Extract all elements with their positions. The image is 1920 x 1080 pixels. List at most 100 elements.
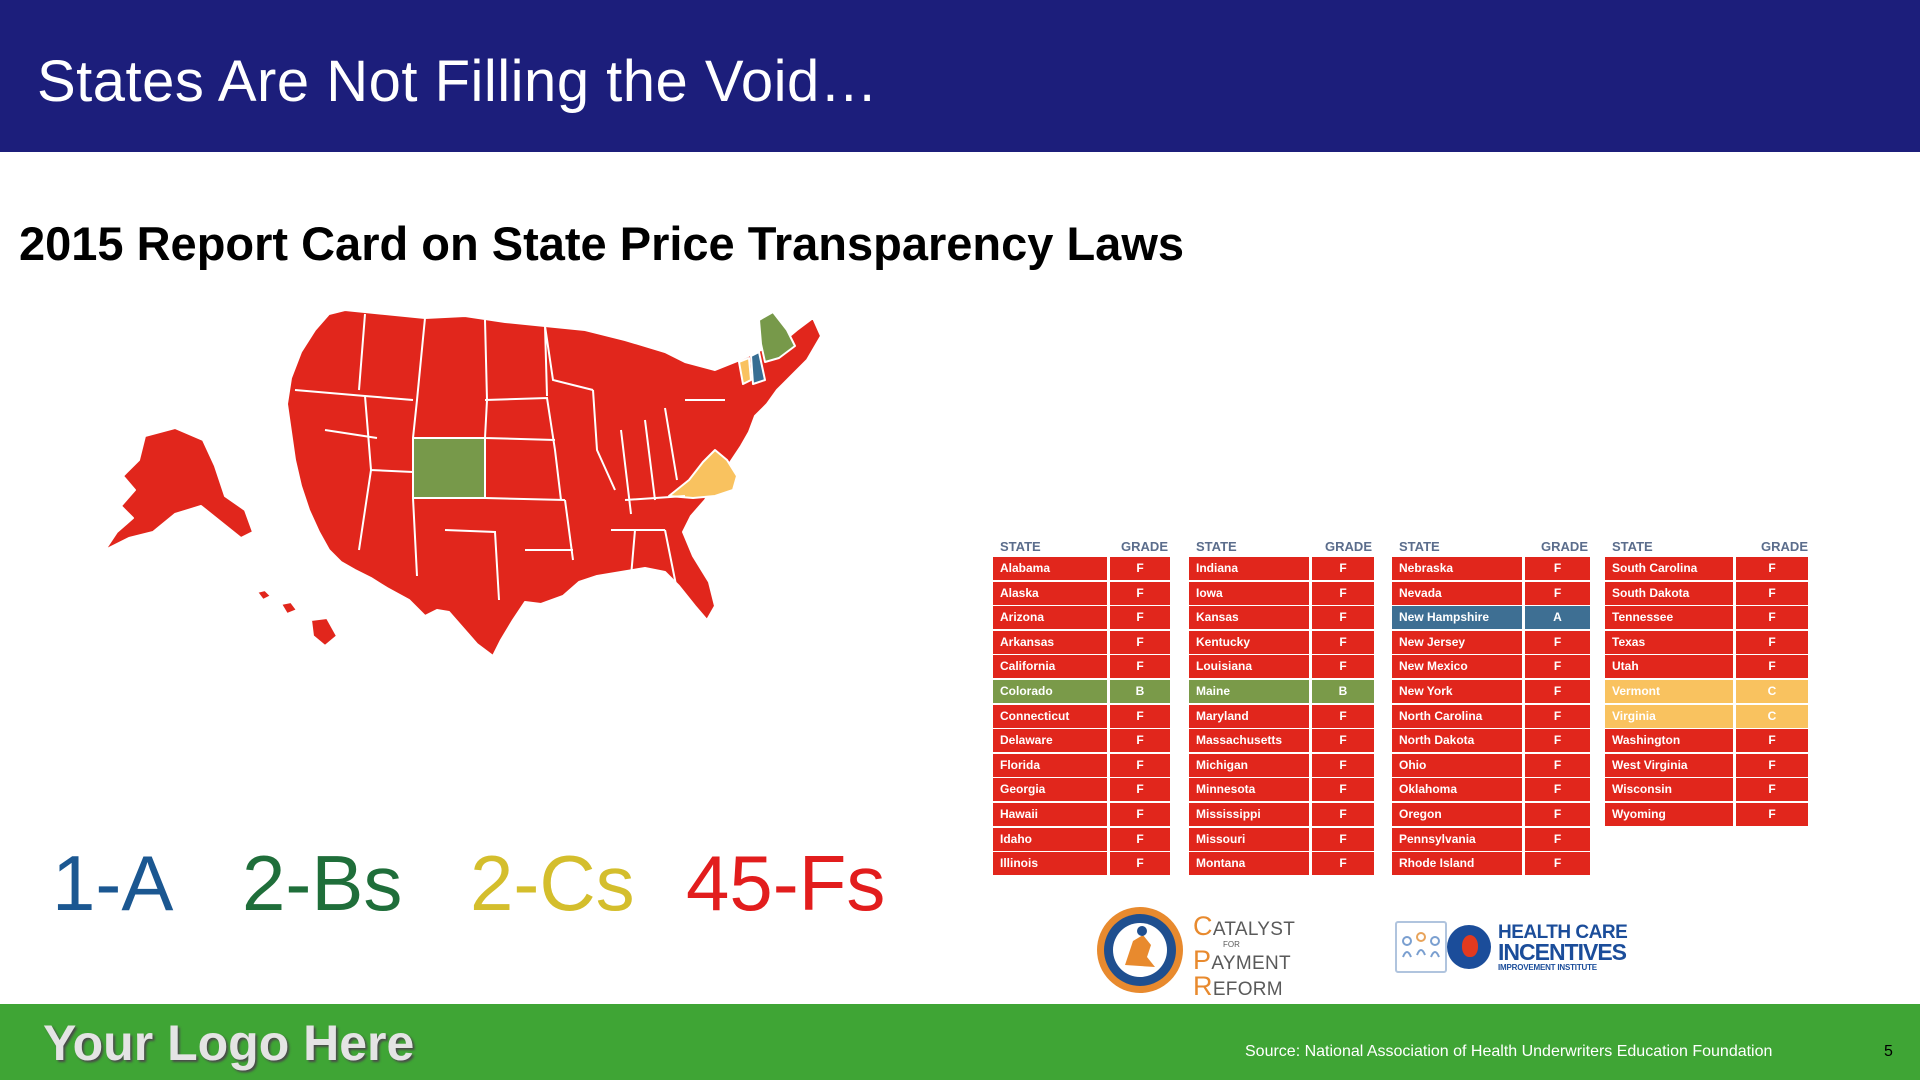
table-row: Michigan F [1189, 753, 1374, 778]
grade-cell: F [1525, 581, 1590, 605]
state-name-cell: Nevada [1392, 581, 1522, 605]
map-state-maine [758, 311, 796, 363]
table-row: Nevada F [1392, 581, 1590, 606]
map-state-borders [294, 313, 725, 601]
table-row: Louisiana F [1189, 654, 1374, 679]
table-row: Texas F [1605, 630, 1810, 655]
column-header-state: STATE [1399, 539, 1440, 554]
state-name-cell: California [993, 655, 1107, 679]
column-header-state: STATE [1612, 539, 1653, 554]
table-row: North Dakota F [1392, 728, 1590, 753]
grade-cell: F [1110, 557, 1170, 580]
table-row: Idaho F [993, 827, 1170, 852]
grade-cell: F [1110, 606, 1170, 630]
grade-cell: F [1312, 704, 1374, 728]
table-column-1: STATE GRADE Alabama F Alaska F Arizona F Arkan… [993, 536, 1170, 876]
table-row: Montana F [1189, 851, 1374, 876]
table-row: Alabama F [993, 556, 1170, 581]
table-row: Iowa F [1189, 581, 1374, 606]
state-name-cell: Virginia [1605, 704, 1733, 728]
column-header-grade: GRADE [1761, 539, 1808, 554]
table-row: Mississippi F [1189, 802, 1374, 827]
grade-cell: F [1525, 557, 1590, 580]
column-header-grade: GRADE [1325, 539, 1372, 554]
grade-cell: F [1110, 581, 1170, 605]
state-name-cell: Louisiana [1189, 655, 1309, 679]
grade-cell: F [1525, 704, 1590, 728]
state-name-cell: Idaho [993, 827, 1107, 851]
health-care-incentives-logo: HEALTH CARE INCENTIVES IMPROVEMENT INSTI… [1395, 921, 1630, 977]
slide-subtitle: 2015 Report Card on State Price Transpar… [19, 217, 1185, 270]
table-row: Arkansas F [993, 630, 1170, 655]
table-column-4: STATE GRADE South Carolina F South Dakota F… [1605, 536, 1810, 827]
state-name-cell: Alaska [993, 581, 1107, 605]
state-name-cell: New Mexico [1392, 655, 1522, 679]
state-name-cell: Texas [1605, 630, 1733, 654]
state-name-cell: Illinois [993, 852, 1107, 876]
grade-cell: F [1312, 753, 1374, 777]
table-row: Massachusetts F [1189, 728, 1374, 753]
table-row: Colorado B [993, 679, 1170, 704]
column-header-state: STATE [1196, 539, 1237, 554]
catalyst-for-payment-reform-logo: CATALYST FOR PAYMENT REFORM [1193, 911, 1296, 1001]
count-f: 45-Fs [686, 839, 886, 927]
table-row: Oklahoma F [1392, 777, 1590, 802]
state-name-cell: South Carolina [1605, 557, 1733, 580]
grade-cell: F [1736, 753, 1808, 777]
grade-cell: C [1736, 704, 1808, 728]
grade-cell: F [1312, 827, 1374, 851]
table-row: Rhode Island F [1392, 851, 1590, 876]
slide-header: States Are Not Filling the Void… [0, 0, 1920, 152]
map-state-hawaii [256, 589, 338, 647]
grade-cell: F [1312, 778, 1374, 802]
table-row: Minnesota F [1189, 777, 1374, 802]
table-row: Utah F [1605, 654, 1810, 679]
table-row: South Dakota F [1605, 581, 1810, 606]
state-name-cell: Nebraska [1392, 557, 1522, 580]
page-number: 5 [1884, 1043, 1893, 1060]
state-name-cell: Kentucky [1189, 630, 1309, 654]
state-name-cell: Connecticut [993, 704, 1107, 728]
table-row: Missouri F [1189, 827, 1374, 852]
grade-cell: F [1110, 704, 1170, 728]
table-row: South Carolina F [1605, 556, 1810, 581]
table-row: Washington F [1605, 728, 1810, 753]
table-row: Virginia C [1605, 704, 1810, 729]
count-a: 1-A [52, 839, 174, 927]
map-lower48-body [286, 309, 822, 657]
column-header-grade: GRADE [1121, 539, 1168, 554]
state-name-cell: Colorado [993, 679, 1107, 703]
state-name-cell: Iowa [1189, 581, 1309, 605]
grade-cell: F [1312, 729, 1374, 753]
state-name-cell: Delaware [993, 729, 1107, 753]
grade-cell: F [1110, 655, 1170, 679]
table-row: Kentucky F [1189, 630, 1374, 655]
table-row: Illinois F [993, 851, 1170, 876]
table-row: California F [993, 654, 1170, 679]
grade-cell: F [1312, 630, 1374, 654]
state-name-cell: Missouri [1189, 827, 1309, 851]
state-name-cell: Massachusetts [1189, 729, 1309, 753]
slide-title: States Are Not Filling the Void… [37, 49, 879, 114]
grade-cell: F [1312, 655, 1374, 679]
table-row: Kansas F [1189, 605, 1374, 630]
grade-cell: F [1736, 557, 1808, 580]
table-row: Florida F [993, 753, 1170, 778]
slide-footer: Your Logo Here Source: National Associat… [0, 1004, 1920, 1080]
grade-cell: B [1312, 679, 1374, 703]
us-states-map-icon [104, 309, 822, 657]
grade-cell: F [1525, 827, 1590, 851]
grade-cell: F [1736, 606, 1808, 630]
state-name-cell: Tennessee [1605, 606, 1733, 630]
grade-cell: F [1736, 778, 1808, 802]
state-name-cell: Oklahoma [1392, 778, 1522, 802]
column-header-state: STATE [1000, 539, 1041, 554]
map-state-colorado [412, 437, 486, 499]
state-name-cell: Wyoming [1605, 802, 1733, 826]
grade-cell: F [1736, 630, 1808, 654]
table-row: Maine B [1189, 679, 1374, 704]
grade-cell: F [1736, 729, 1808, 753]
table-row: New York F [1392, 679, 1590, 704]
state-name-cell: Vermont [1605, 679, 1733, 703]
grade-cell: B [1110, 679, 1170, 703]
